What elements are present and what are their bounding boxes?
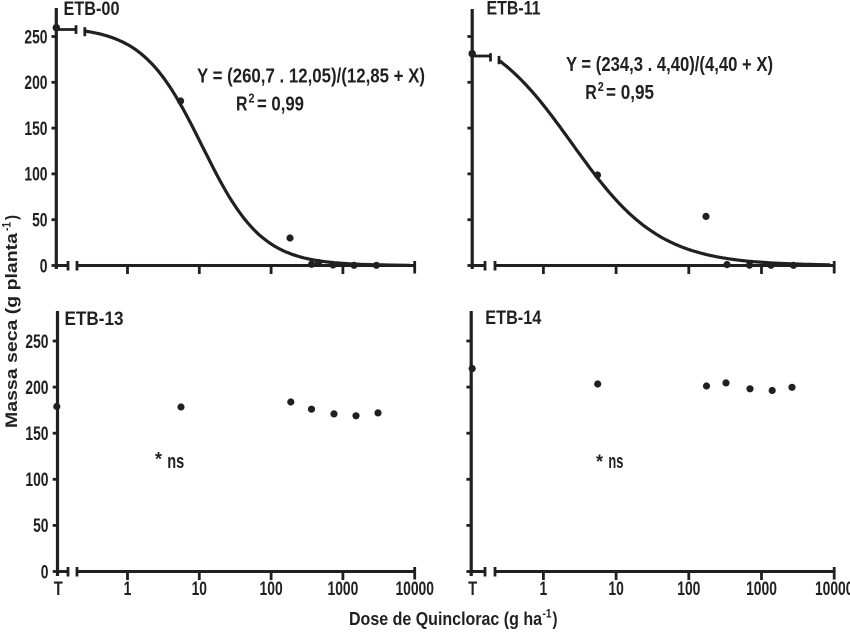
svg-text:Dose de Quinclorac (g ha: Dose de Quinclorac (g ha <box>349 609 543 629</box>
svg-text:50: 50 <box>33 516 48 537</box>
svg-text:Massa seca (g planta: Massa seca (g planta <box>2 232 21 428</box>
svg-text:100: 100 <box>25 470 48 491</box>
svg-text:0: 0 <box>40 256 48 277</box>
svg-text:T: T <box>54 579 63 600</box>
svg-text:ETB-13: ETB-13 <box>65 308 124 330</box>
svg-text:-1: -1 <box>543 607 552 621</box>
svg-text:1: 1 <box>124 579 132 600</box>
svg-text:10000: 10000 <box>815 579 850 600</box>
svg-text:50: 50 <box>32 211 47 232</box>
svg-text:150: 150 <box>25 424 48 445</box>
svg-text:ETB-14: ETB-14 <box>485 307 541 329</box>
svg-text:= 0,95: = 0,95 <box>606 82 654 104</box>
svg-text:): ) <box>2 215 21 220</box>
svg-text:0: 0 <box>41 562 49 583</box>
svg-text:2: 2 <box>249 91 255 106</box>
svg-text:ns: ns <box>167 451 184 473</box>
svg-text:Y = (260,7 . 12,05)/(12,85 + X: Y = (260,7 . 12,05)/(12,85 + X) <box>197 66 425 88</box>
svg-text:ETB-00: ETB-00 <box>64 0 120 20</box>
svg-text:100: 100 <box>260 579 283 600</box>
svg-text:10: 10 <box>608 579 623 600</box>
svg-text:2: 2 <box>598 79 604 94</box>
svg-text:10000: 10000 <box>395 579 434 600</box>
svg-text:1000: 1000 <box>328 579 359 600</box>
svg-text:200: 200 <box>24 73 47 94</box>
svg-text:*: * <box>155 450 163 471</box>
svg-text:150: 150 <box>24 119 47 140</box>
svg-text:100: 100 <box>677 579 700 600</box>
svg-text:ETB-11: ETB-11 <box>487 0 541 20</box>
svg-text:1: 1 <box>540 579 548 600</box>
svg-text:R: R <box>236 94 248 116</box>
svg-text:*: * <box>596 452 604 473</box>
svg-text:ns: ns <box>608 451 623 473</box>
svg-text:100: 100 <box>24 165 47 186</box>
svg-text:-1: -1 <box>0 222 14 231</box>
svg-text:250: 250 <box>25 332 48 353</box>
svg-text:1000: 1000 <box>746 579 777 600</box>
svg-text:250: 250 <box>24 27 47 48</box>
svg-text:10: 10 <box>192 579 207 600</box>
svg-text:200: 200 <box>25 378 48 399</box>
svg-text:R: R <box>585 82 597 104</box>
svg-text:T: T <box>468 579 477 600</box>
svg-text:): ) <box>553 609 558 629</box>
svg-text:= 0,99: = 0,99 <box>257 94 304 116</box>
svg-text:Y = (234,3 . 4,40)/(4,40 + X): Y = (234,3 . 4,40)/(4,40 + X) <box>566 54 773 76</box>
